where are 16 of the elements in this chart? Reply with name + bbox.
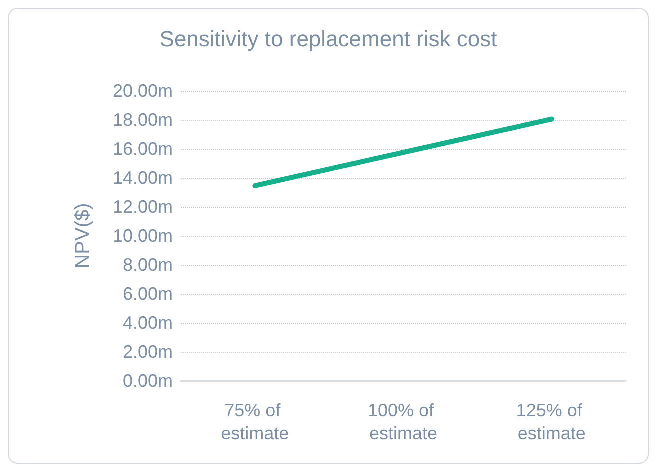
- y-tick-label: 20.00m: [112, 81, 173, 101]
- y-tick-label: 10.00m: [112, 226, 173, 246]
- x-tick-label: 75% of estimate: [221, 400, 290, 444]
- y-tick-label: 18.00m: [112, 110, 173, 130]
- x-tick-label: 100% of estimate: [368, 400, 440, 444]
- y-axis-title: NPV($): [72, 203, 94, 269]
- y-tick-label: 8.00m: [122, 255, 173, 275]
- y-tick-label: 4.00m: [122, 313, 173, 333]
- y-tick-label: 12.00m: [112, 197, 173, 217]
- y-tick-label: 14.00m: [112, 168, 173, 188]
- x-tick-label: 125% of estimate: [516, 400, 588, 444]
- chart-title: Sensitivity to replacement risk cost: [160, 26, 498, 52]
- y-tick-label: 6.00m: [122, 284, 173, 304]
- y-tick-label: 2.00m: [122, 342, 173, 362]
- y-tick-label: 16.00m: [112, 139, 173, 159]
- y-tick-label: 0.00m: [122, 371, 173, 391]
